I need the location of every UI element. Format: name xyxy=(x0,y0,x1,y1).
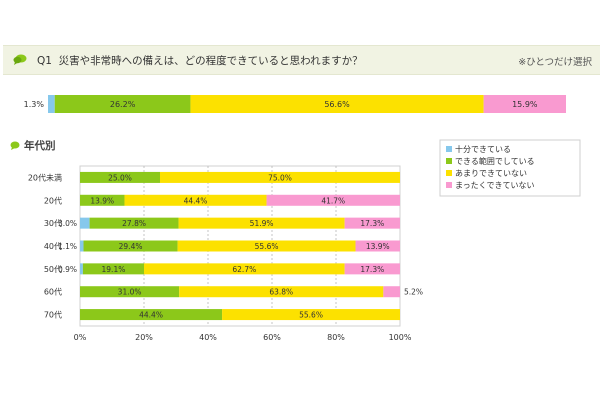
x-tick-label: 40% xyxy=(199,333,217,342)
question-header: Q1 災害や非常時への備えは、どの程度できていると思われますか？ ※ひとつだけ選… xyxy=(3,45,600,75)
bar-segment xyxy=(160,171,400,183)
bar-segment xyxy=(222,309,400,321)
data-label: 17.3% xyxy=(360,265,384,274)
legend-swatch xyxy=(446,158,452,164)
overall-bar-1 xyxy=(48,95,55,113)
data-label: 55.6% xyxy=(255,242,279,251)
data-label: 13.9% xyxy=(366,242,390,251)
question-note: ※ひとつだけ選択 xyxy=(518,57,592,68)
bar-segment xyxy=(355,240,400,252)
data-label: 44.4% xyxy=(184,196,208,205)
overall-bar-2 xyxy=(54,95,191,113)
data-label: 31.0% xyxy=(118,288,142,297)
x-tick-label: 60% xyxy=(263,333,281,342)
bar-segment xyxy=(344,217,400,229)
section-bullet-icon xyxy=(11,147,15,150)
bar-segment xyxy=(82,263,144,275)
bar-segment xyxy=(80,171,160,183)
bar-segment xyxy=(178,217,345,229)
speech-bubble-icon xyxy=(13,54,27,65)
data-label: 0.9% xyxy=(58,265,77,274)
bar-segment xyxy=(80,194,125,206)
x-tick-label: 20% xyxy=(135,333,153,342)
overall-bar-4 xyxy=(483,95,566,113)
bar-segment xyxy=(80,240,84,252)
bar-segment xyxy=(80,286,180,298)
data-label: 1.1% xyxy=(58,242,77,251)
category-label: 70代 xyxy=(44,310,62,320)
data-label: 3.0% xyxy=(58,219,77,228)
legend-label: まったくできていない xyxy=(455,181,534,190)
category-label: 20代 xyxy=(44,195,62,205)
data-label: 27.8% xyxy=(122,219,146,228)
overall-bar-label: 15.9% xyxy=(512,100,538,109)
x-tick-label: 0% xyxy=(74,333,87,342)
data-label: 55.6% xyxy=(299,311,323,320)
section-title: 年代別 xyxy=(24,139,56,152)
bar-segment xyxy=(344,263,400,275)
legend-label: できる範囲でしている xyxy=(455,156,535,166)
category-label: 50代 xyxy=(44,264,62,274)
data-label: 44.4% xyxy=(139,311,163,320)
data-label: 51.9% xyxy=(250,219,274,228)
bar-segment xyxy=(80,309,223,321)
data-label: 25.0% xyxy=(108,173,132,182)
bar-segment xyxy=(80,263,83,275)
data-label: 29.4% xyxy=(119,242,143,251)
bar-segment xyxy=(144,263,345,275)
overall-bar-3 xyxy=(190,95,484,113)
legend-box xyxy=(439,139,581,197)
legend-swatch xyxy=(446,170,452,176)
legend-label: 十分できている xyxy=(455,144,511,154)
bar-segment xyxy=(124,194,267,206)
bar-segment xyxy=(89,217,179,229)
legend-swatch xyxy=(446,146,452,152)
data-label: 62.7% xyxy=(232,265,256,274)
category-label: 30代 xyxy=(44,218,62,228)
overall-bar-label: 26.2% xyxy=(110,100,136,109)
category-label: 60代 xyxy=(44,287,62,297)
bar-segment xyxy=(83,240,178,252)
bar-segment xyxy=(80,217,90,229)
legend-swatch xyxy=(446,182,452,188)
overall-bar-label: 56.6% xyxy=(324,100,350,109)
bar-segment xyxy=(179,286,384,298)
x-tick-label: 100% xyxy=(389,333,412,342)
section-bullet-icon xyxy=(10,141,20,149)
bar-segment xyxy=(177,240,356,252)
data-label: 41.7% xyxy=(321,196,345,205)
x-tick-label: 80% xyxy=(327,333,345,342)
bar-segment xyxy=(266,194,400,206)
data-label: 17.3% xyxy=(360,219,384,228)
bar-segment xyxy=(383,286,400,298)
data-label: 75.0% xyxy=(268,173,292,182)
question-text: Q1 災害や非常時への備えは、どの程度できていると思われますか？ xyxy=(37,53,363,68)
overall-bar-label: 1.3% xyxy=(24,100,45,109)
data-label: 13.9% xyxy=(90,196,114,205)
question-number: Q1 xyxy=(37,55,52,67)
data-label: 5.2% xyxy=(404,288,423,297)
category-label: 40代 xyxy=(44,241,62,251)
data-label: 19.1% xyxy=(102,265,126,274)
legend-label: あまりできていない xyxy=(455,169,527,178)
question-body: 災害や非常時への備えは、どの程度できていると思われますか？ xyxy=(58,55,363,67)
category-label: 20代未満 xyxy=(28,172,62,182)
data-label: 63.8% xyxy=(269,288,293,297)
